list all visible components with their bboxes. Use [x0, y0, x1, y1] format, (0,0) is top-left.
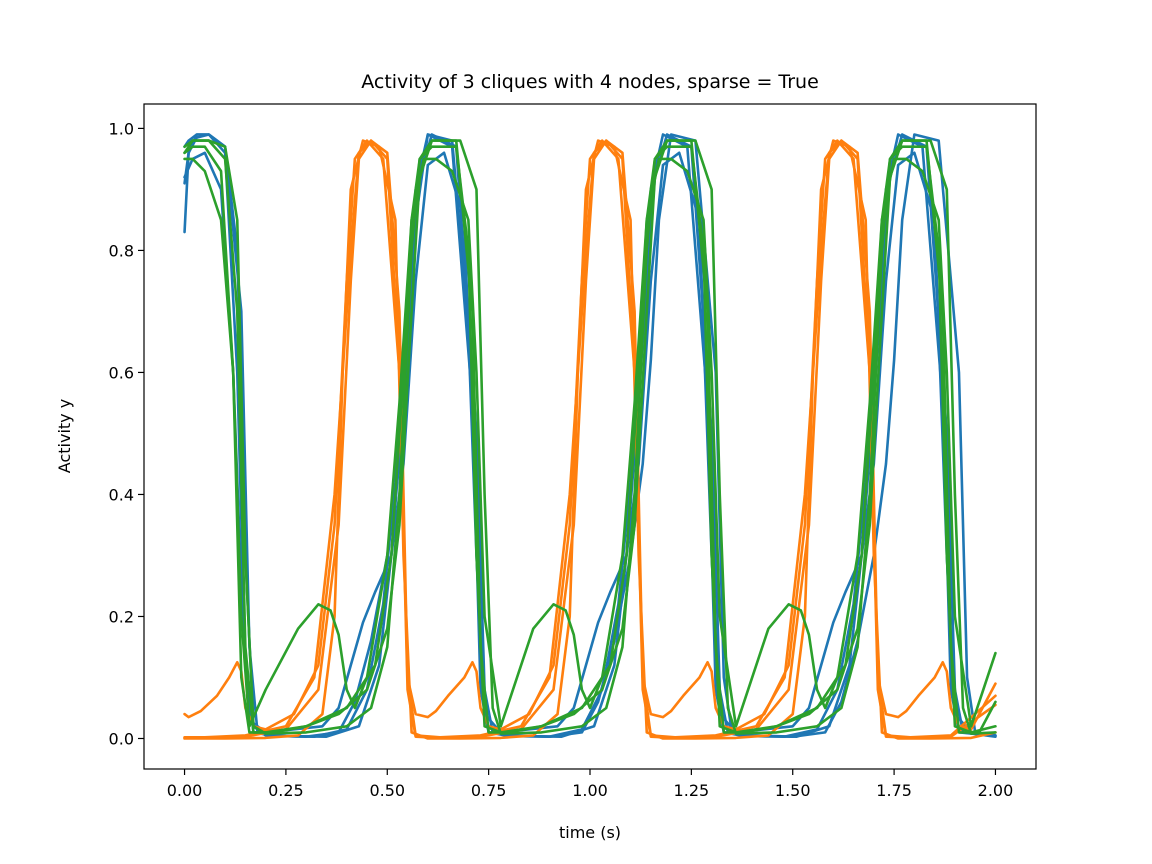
x-tick-label: 1.00 [572, 781, 608, 800]
y-tick-label: 0.6 [109, 363, 134, 382]
series-line-orange-7 [183, 139, 997, 740]
series-line-green-11 [183, 139, 997, 735]
x-tick-label: 0.25 [268, 781, 304, 800]
x-tick-label: 0.75 [471, 781, 507, 800]
x-tick-label: 0.50 [369, 781, 405, 800]
y-tick-label: 0.8 [109, 241, 134, 260]
series-line-green-8 [183, 157, 997, 728]
y-tick-label: 1.0 [109, 119, 134, 138]
x-tick-label: 1.25 [674, 781, 710, 800]
y-tick-label: 0.4 [109, 485, 134, 504]
y-axis-label: Activity y [55, 399, 74, 473]
y-tick-label: 0.0 [109, 729, 134, 748]
y-axis-ticks: 0.0 0.2 0.4 0.6 0.8 1.0 [109, 119, 144, 748]
x-tick-label: 1.75 [876, 781, 912, 800]
y-tick-label: 0.2 [109, 607, 134, 626]
series-layer [183, 133, 997, 740]
x-axis-label: time (s) [559, 823, 621, 842]
x-tick-label: 0.00 [167, 781, 203, 800]
x-tick-label: 1.50 [775, 781, 811, 800]
x-axis-ticks: 0.00 0.25 0.50 0.75 1.00 1.25 1.50 1.75 2.00 [167, 769, 1014, 800]
x-tick-label: 2.00 [978, 781, 1014, 800]
series-line-green-10 [183, 145, 997, 734]
chart-title: Activity of 3 cliques with 4 nodes, spar… [361, 71, 819, 93]
